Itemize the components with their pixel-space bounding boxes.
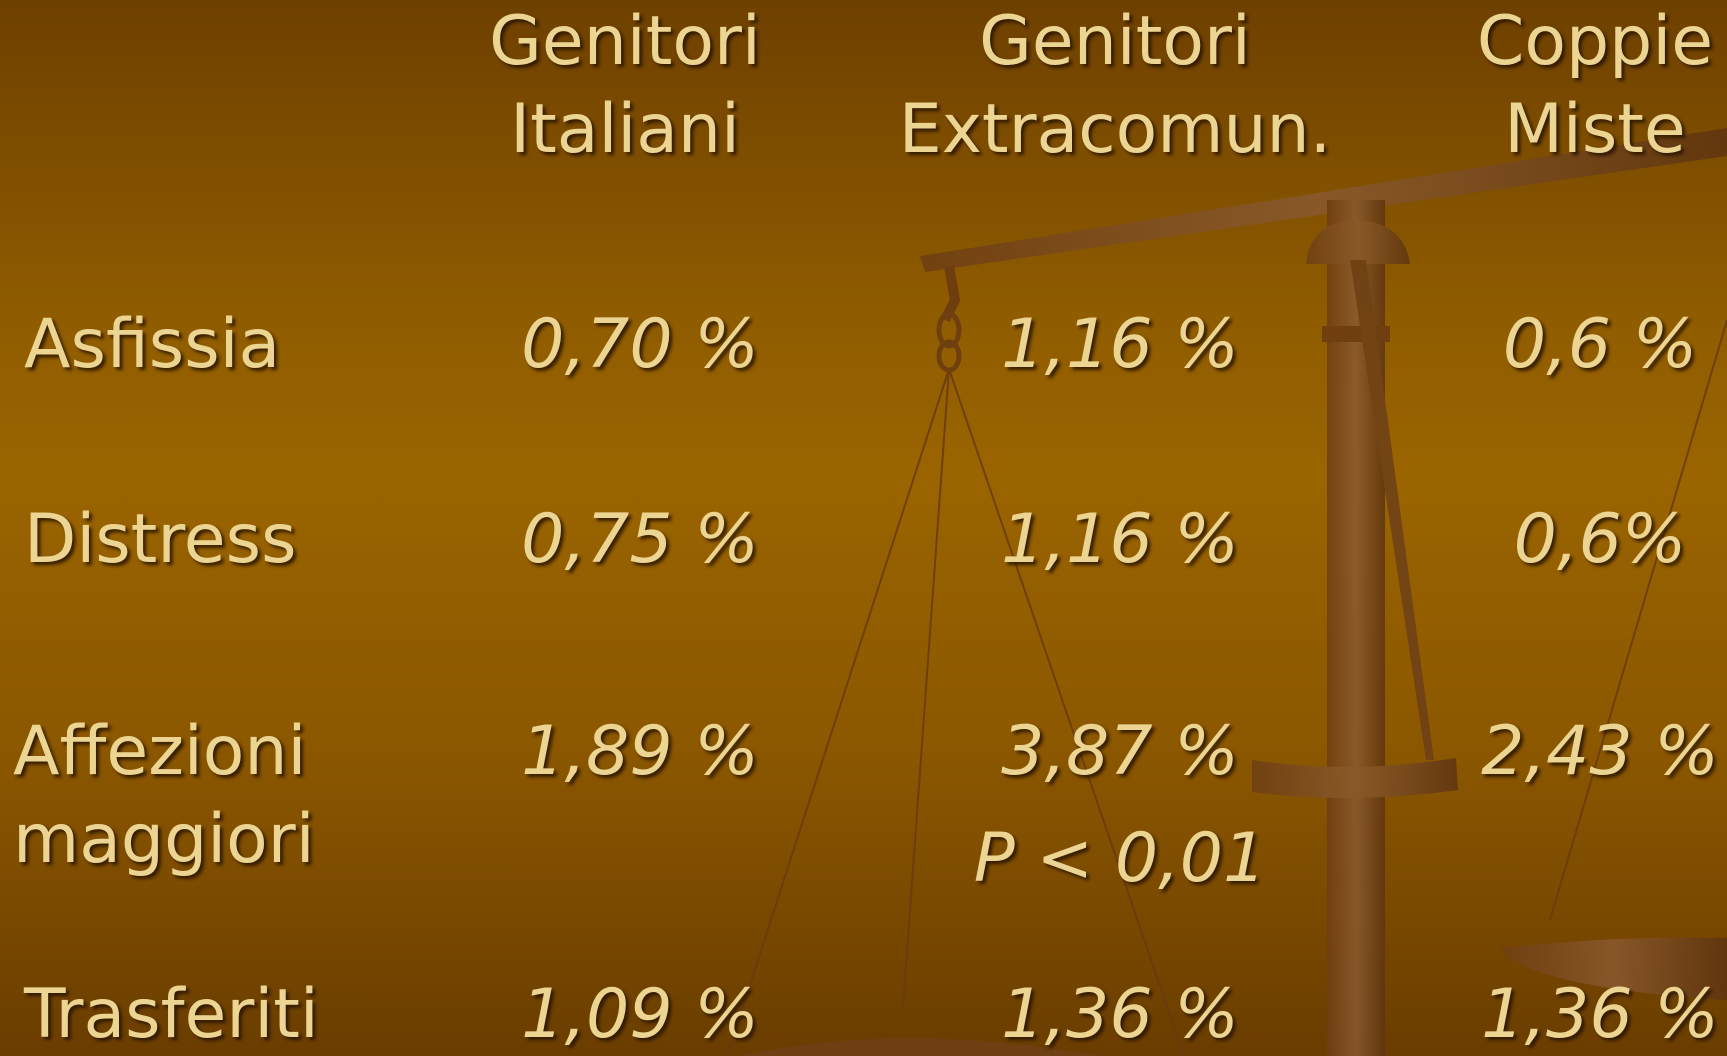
cell: 1,09 %	[521, 981, 759, 1049]
cell: 0,6 %	[1503, 311, 1697, 379]
cell: 1,16 %	[1001, 311, 1239, 379]
row-label: Asfissia	[24, 311, 280, 379]
significance-note: P < 0,01	[974, 825, 1267, 893]
column-header: Genitori	[979, 8, 1251, 76]
row-label: Affezioni	[13, 718, 306, 786]
row-label: maggiori	[13, 806, 315, 874]
row-label: Trasferiti	[24, 981, 319, 1049]
cell: 1,36 %	[1001, 981, 1239, 1049]
cell: 0,75 %	[521, 506, 759, 574]
column-header: Miste	[1504, 96, 1686, 164]
column-header: Italiani	[510, 96, 740, 164]
cell: 1,36 %	[1481, 981, 1719, 1049]
scale	[727, 128, 1727, 1056]
cell: 0,70 %	[521, 311, 759, 379]
cell: 1,89 %	[521, 718, 759, 786]
row-label: Distress	[24, 506, 297, 574]
cell: 2,43 %	[1481, 718, 1719, 786]
column-header: Extracomun.	[899, 96, 1332, 164]
column-header: Coppie	[1477, 8, 1713, 76]
column-header: Genitori	[489, 8, 761, 76]
cell: 1,16 %	[1001, 506, 1239, 574]
cell: 0,6%	[1514, 506, 1687, 574]
cell: 3,87 %	[1001, 718, 1239, 786]
slide: Genitori Italiani Genitori Extracomun. Coppi…	[0, 0, 1727, 1056]
